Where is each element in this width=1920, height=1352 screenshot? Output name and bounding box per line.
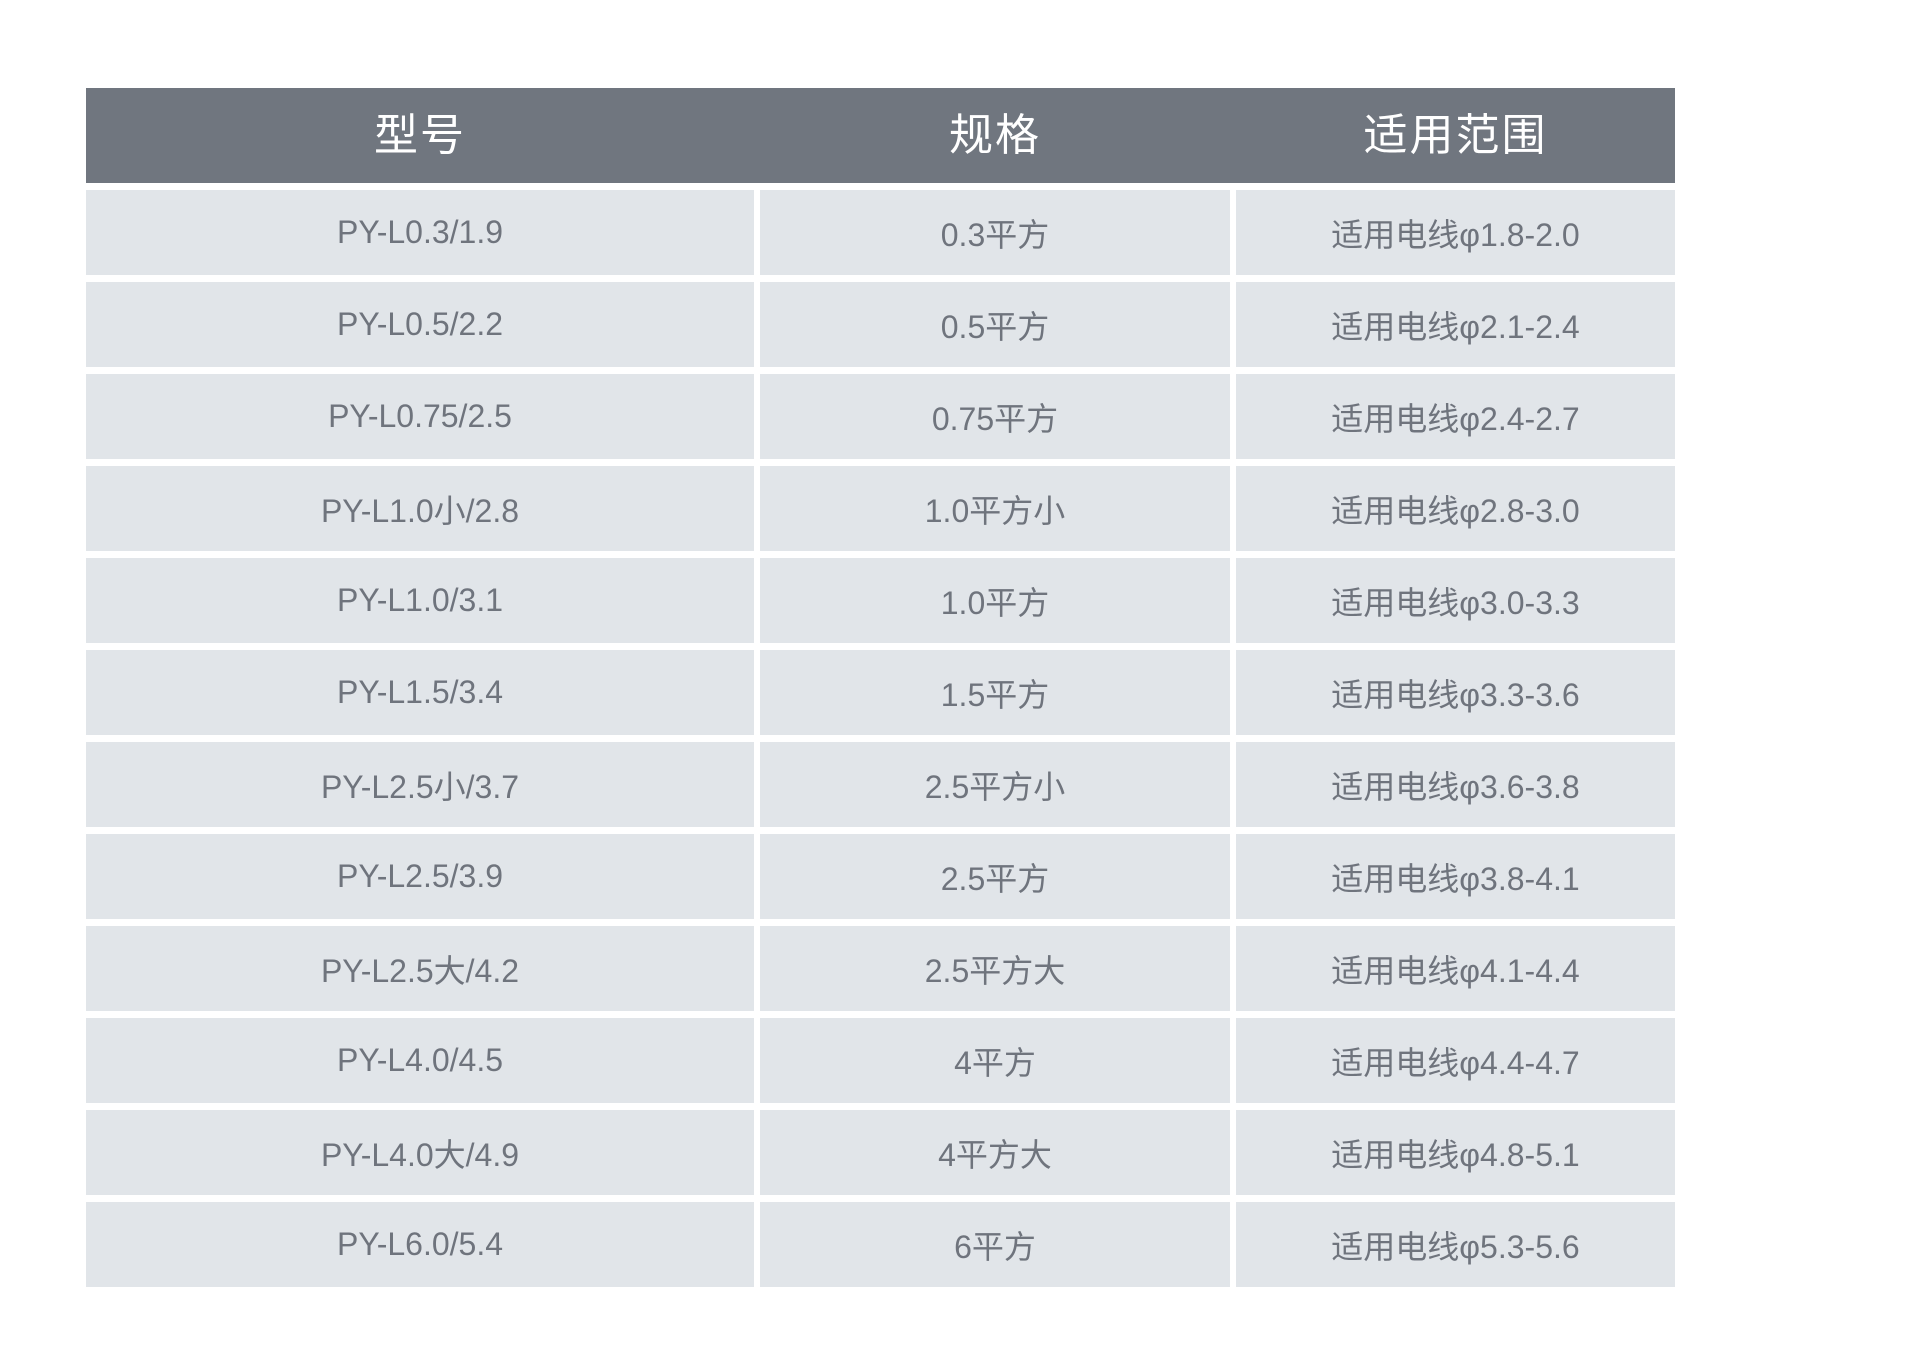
- cell-model: PY-L2.5小/3.7: [86, 742, 754, 827]
- cell-spec: 1.0平方: [760, 558, 1230, 643]
- cell-range: 适用电线φ2.4-2.7: [1236, 374, 1675, 459]
- table-row: PY-L2.5大/4.2 2.5平方大 适用电线φ4.1-4.4: [86, 926, 1675, 1011]
- table-row: PY-L0.5/2.2 0.5平方 适用电线φ2.1-2.4: [86, 282, 1675, 367]
- table-row: PY-L2.5小/3.7 2.5平方小 适用电线φ3.6-3.8: [86, 742, 1675, 827]
- cell-model: PY-L1.0/3.1: [86, 558, 754, 643]
- cell-spec: 2.5平方小: [760, 742, 1230, 827]
- cell-spec: 0.5平方: [760, 282, 1230, 367]
- table-row: PY-L0.75/2.5 0.75平方 适用电线φ2.4-2.7: [86, 374, 1675, 459]
- table-row: PY-L6.0/5.4 6平方 适用电线φ5.3-5.6: [86, 1202, 1675, 1287]
- table-row: PY-L4.0大/4.9 4平方大 适用电线φ4.8-5.1: [86, 1110, 1675, 1195]
- cell-model: PY-L2.5/3.9: [86, 834, 754, 919]
- table-row: PY-L1.5/3.4 1.5平方 适用电线φ3.3-3.6: [86, 650, 1675, 735]
- cell-spec: 2.5平方大: [760, 926, 1230, 1011]
- cell-model: PY-L0.3/1.9: [86, 190, 754, 275]
- cell-model: PY-L2.5大/4.2: [86, 926, 754, 1011]
- cell-spec: 0.3平方: [760, 190, 1230, 275]
- cell-spec: 6平方: [760, 1202, 1230, 1287]
- cell-range: 适用电线φ5.3-5.6: [1236, 1202, 1675, 1287]
- cell-model: PY-L6.0/5.4: [86, 1202, 754, 1287]
- cell-model: PY-L0.5/2.2: [86, 282, 754, 367]
- cell-range: 适用电线φ3.6-3.8: [1236, 742, 1675, 827]
- cell-range: 适用电线φ2.1-2.4: [1236, 282, 1675, 367]
- cell-spec: 1.0平方小: [760, 466, 1230, 551]
- cell-spec: 4平方大: [760, 1110, 1230, 1195]
- cell-range: 适用电线φ4.8-5.1: [1236, 1110, 1675, 1195]
- spec-table: 型号 规格 适用范围 PY-L0.3/1.9 0.3平方 适用电线φ1.8-2.…: [86, 88, 1675, 1287]
- table-row: PY-L4.0/4.5 4平方 适用电线φ4.4-4.7: [86, 1018, 1675, 1103]
- cell-spec: 1.5平方: [760, 650, 1230, 735]
- table-header-row: 型号 规格 适用范围: [86, 88, 1675, 183]
- cell-range: 适用电线φ1.8-2.0: [1236, 190, 1675, 275]
- table-row: PY-L0.3/1.9 0.3平方 适用电线φ1.8-2.0: [86, 190, 1675, 275]
- cell-model: PY-L4.0/4.5: [86, 1018, 754, 1103]
- cell-model: PY-L4.0大/4.9: [86, 1110, 754, 1195]
- cell-model: PY-L0.75/2.5: [86, 374, 754, 459]
- column-header-range: 适用范围: [1363, 111, 1548, 160]
- cell-range: 适用电线φ4.1-4.4: [1236, 926, 1675, 1011]
- cell-model: PY-L1.0小/2.8: [86, 466, 754, 551]
- cell-range: 适用电线φ3.0-3.3: [1236, 558, 1675, 643]
- table-row: PY-L2.5/3.9 2.5平方 适用电线φ3.8-4.1: [86, 834, 1675, 919]
- cell-spec: 0.75平方: [760, 374, 1230, 459]
- cell-spec: 4平方: [760, 1018, 1230, 1103]
- cell-range: 适用电线φ3.3-3.6: [1236, 650, 1675, 735]
- cell-spec: 2.5平方: [760, 834, 1230, 919]
- cell-range: 适用电线φ3.8-4.1: [1236, 834, 1675, 919]
- cell-model: PY-L1.5/3.4: [86, 650, 754, 735]
- column-header-model: 型号: [374, 111, 466, 160]
- cell-range: 适用电线φ2.8-3.0: [1236, 466, 1675, 551]
- column-header-spec: 规格: [949, 111, 1041, 160]
- cell-range: 适用电线φ4.4-4.7: [1236, 1018, 1675, 1103]
- table-row: PY-L1.0/3.1 1.0平方 适用电线φ3.0-3.3: [86, 558, 1675, 643]
- table-row: PY-L1.0小/2.8 1.0平方小 适用电线φ2.8-3.0: [86, 466, 1675, 551]
